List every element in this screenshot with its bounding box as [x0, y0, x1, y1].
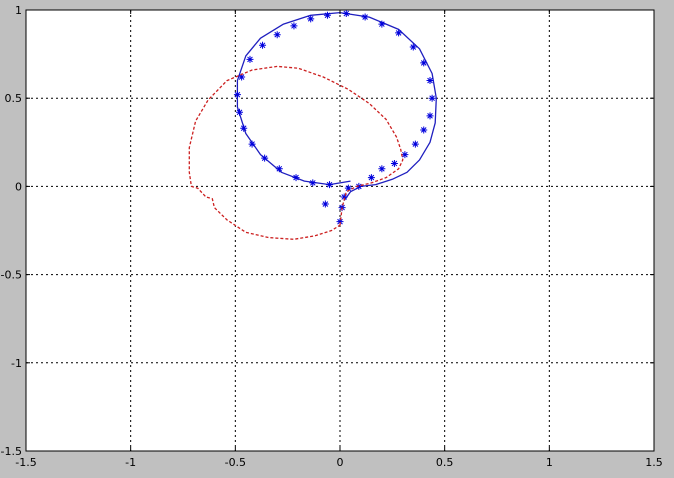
star-marker	[273, 31, 281, 39]
star-marker	[361, 13, 369, 21]
star-marker	[240, 124, 248, 132]
y-tick-label: 0	[15, 180, 22, 193]
solid-series-line	[236, 11, 437, 201]
star-marker	[378, 20, 386, 28]
y-tick-label: 0.5	[5, 92, 23, 105]
star-marker	[367, 174, 375, 182]
star-marker	[409, 43, 417, 51]
star-marker	[420, 126, 428, 134]
star-marker	[261, 154, 269, 162]
star-marker	[340, 193, 348, 201]
star-marker	[378, 165, 386, 173]
star-marker	[342, 10, 350, 18]
star-marker	[428, 94, 436, 102]
y-tick-label: 1	[15, 4, 22, 17]
star-marker	[420, 59, 428, 67]
y-tick-label: -1	[11, 357, 22, 370]
star-marker	[344, 184, 352, 192]
y-tick-label: -1.5	[1, 445, 22, 458]
x-tick-label: 0	[337, 456, 344, 469]
star-marker	[426, 77, 434, 85]
grid-lines	[26, 10, 654, 451]
x-tick-label: -1	[125, 456, 136, 469]
star-marker	[236, 108, 244, 116]
series-0	[236, 11, 437, 201]
star-marker	[326, 181, 334, 189]
star-marker	[259, 41, 267, 49]
star-marker	[238, 73, 246, 81]
star-marker	[246, 55, 254, 63]
x-tick-label: -1.5	[15, 456, 36, 469]
star-marker	[275, 165, 283, 173]
star-marker	[395, 29, 403, 37]
star-marker	[321, 200, 329, 208]
x-tick-label: 0.5	[436, 456, 454, 469]
star-marker	[290, 22, 298, 30]
star-marker	[411, 140, 419, 148]
star-marker	[307, 15, 315, 23]
star-marker	[323, 11, 331, 19]
star-marker	[233, 91, 241, 99]
x-tick-label: 1.5	[645, 456, 663, 469]
star-marker	[390, 159, 398, 167]
x-tick-label: -0.5	[225, 456, 246, 469]
star-marker	[292, 174, 300, 182]
y-axis-ticks: -1.5 -1 -0.5 0 0.5 1	[1, 4, 654, 458]
series-layer	[188, 10, 437, 240]
x-axis-ticks: -1.5 -1 -0.5 0 0.5 1 1.5	[15, 10, 663, 469]
star-marker	[248, 140, 256, 148]
star-marker	[426, 112, 434, 120]
star-marker	[401, 151, 409, 159]
y-tick-label: -0.5	[1, 269, 22, 282]
x-tick-label: 1	[546, 456, 553, 469]
star-marker	[309, 179, 317, 187]
star-marker	[336, 218, 344, 226]
